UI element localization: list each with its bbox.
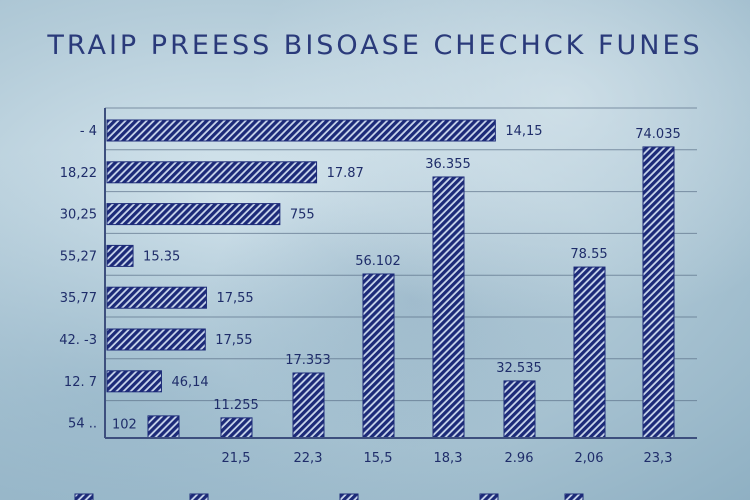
- data-label: 17.87: [327, 166, 364, 181]
- horizontal-bar: [106, 161, 318, 184]
- legend-swatch: [74, 493, 94, 500]
- horizontal-bar: [106, 328, 206, 351]
- y-tick-label: 18,22: [60, 166, 97, 181]
- data-label: 14,15: [505, 124, 542, 139]
- vertical-bar: [147, 415, 180, 439]
- x-tick-label: 2.96: [505, 451, 534, 466]
- vertical-bar: [362, 273, 395, 439]
- horizontal-bar: [106, 244, 134, 267]
- horizontal-bar: [106, 203, 281, 226]
- x-tick-label: 21,5: [222, 451, 251, 466]
- data-label: 11.255: [213, 398, 259, 413]
- data-label: 74.035: [635, 127, 681, 142]
- y-tick-label: 54 ..: [68, 417, 97, 432]
- data-label: 46,14: [171, 375, 208, 390]
- vertical-bar: [220, 417, 253, 439]
- y-tick-label: 42. -3: [59, 333, 97, 348]
- horizontal-bar: [106, 119, 496, 142]
- vertical-bar: [503, 380, 536, 439]
- data-label: 36.355: [425, 157, 471, 172]
- chart-title: TRAIP PREESS BISOASE CHECHCK FUNES: [47, 30, 703, 61]
- x-tick-label: 15,5: [364, 451, 393, 466]
- y-tick-label: 30,25: [60, 208, 97, 223]
- vertical-bar: [642, 146, 675, 439]
- data-label: 17,55: [215, 333, 252, 348]
- x-tick-label: 2,06: [575, 451, 604, 466]
- legend-swatch: [189, 493, 209, 500]
- legend-swatch: [339, 493, 359, 500]
- vertical-bar: [292, 372, 325, 439]
- data-label: 15.35: [143, 249, 180, 264]
- horizontal-bar: [106, 370, 162, 393]
- data-label: 32.535: [496, 361, 542, 376]
- legend-swatch: [479, 493, 499, 500]
- data-label: 755: [290, 208, 315, 223]
- x-tick-label: 23,3: [644, 451, 673, 466]
- data-label: 17.353: [285, 353, 331, 368]
- horizontal-bar: [106, 286, 207, 309]
- y-tick-label: 35,77: [60, 291, 97, 306]
- y-tick-label: 12. 7: [64, 375, 97, 390]
- vertical-bar: [432, 176, 465, 439]
- vertical-bar: [573, 266, 606, 439]
- y-tick-label: - 4: [80, 124, 97, 139]
- y-tick-label: 55,27: [60, 249, 97, 264]
- x-tick-label: 18,3: [434, 451, 463, 466]
- x-tick-label: 22,3: [294, 451, 323, 466]
- data-label: 102: [112, 418, 137, 433]
- data-label: 56.102: [355, 254, 401, 269]
- legend-swatch: [564, 493, 584, 500]
- data-label: 17,55: [216, 291, 253, 306]
- data-label: 78.55: [570, 247, 607, 262]
